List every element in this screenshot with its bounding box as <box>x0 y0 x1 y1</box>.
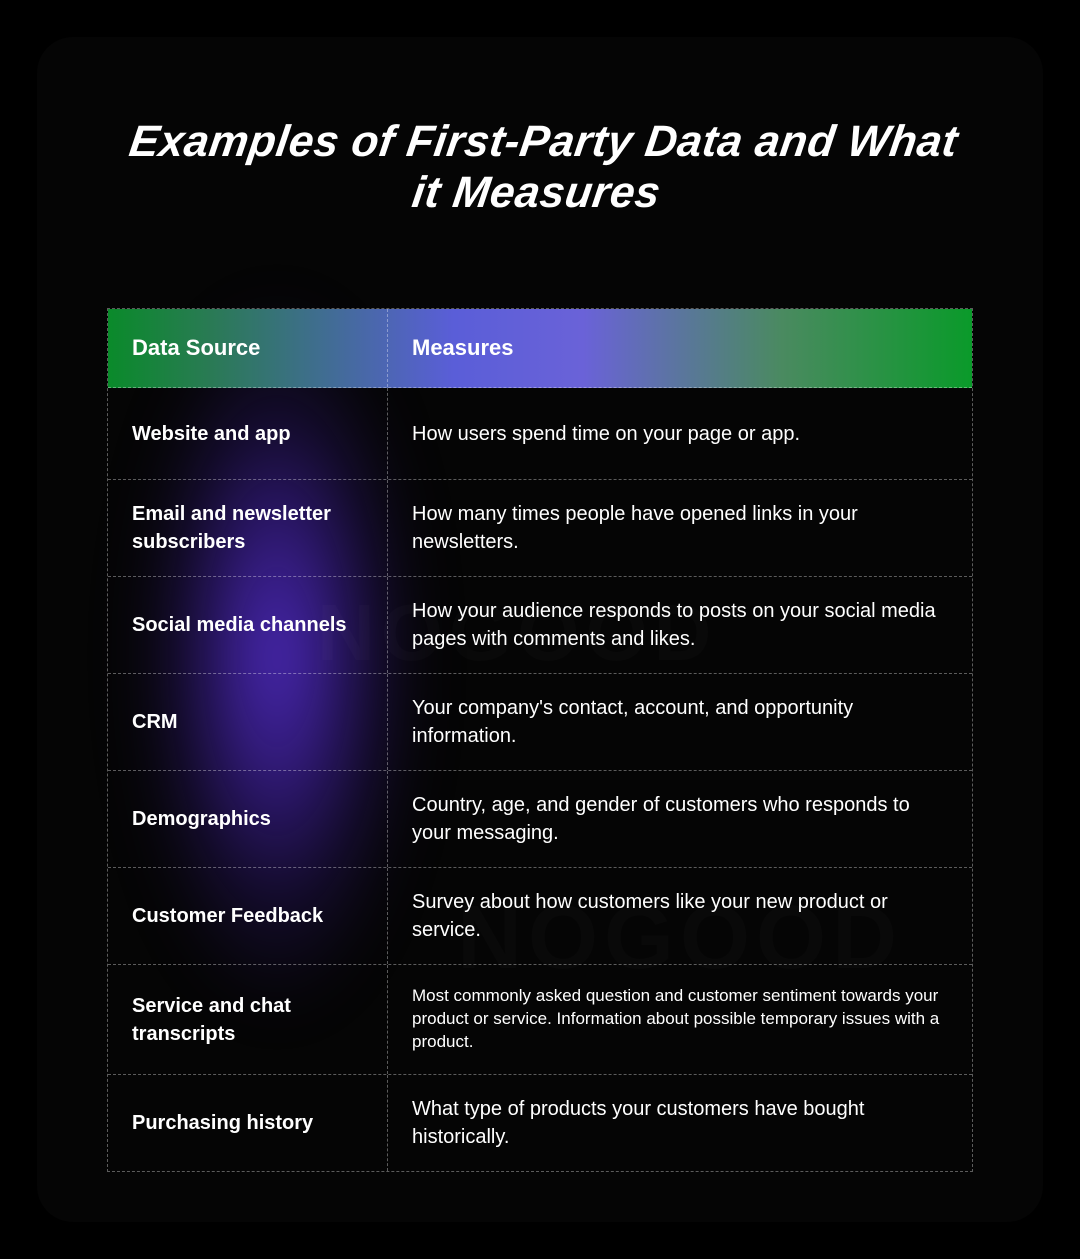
cell-source: Email and newsletter subscribers <box>108 480 388 576</box>
cell-source: Customer Feedback <box>108 868 388 964</box>
table-row: Purchasing history What type of products… <box>108 1075 972 1171</box>
cell-source: Social media channels <box>108 577 388 673</box>
cell-measures: What type of products your customers hav… <box>388 1075 972 1171</box>
column-header-source: Data Source <box>108 309 388 387</box>
cell-measures: Survey about how customers like your new… <box>388 868 972 964</box>
table-body: Website and app How users spend time on … <box>108 388 972 1171</box>
table-row: Service and chat transcripts Most common… <box>108 965 972 1075</box>
column-header-measures: Measures <box>388 309 972 387</box>
cell-measures: How your audience responds to posts on y… <box>388 577 972 673</box>
cell-measures: Most commonly asked question and custome… <box>388 965 972 1074</box>
infographic-card: NOGOOD NOGOOD Examples of First-Party Da… <box>37 37 1043 1222</box>
cell-source: CRM <box>108 674 388 770</box>
cell-measures: Your company's contact, account, and opp… <box>388 674 972 770</box>
cell-source: Website and app <box>108 388 388 479</box>
cell-measures: Country, age, and gender of customers wh… <box>388 771 972 867</box>
table-header-row: Data Source Measures <box>108 309 972 388</box>
cell-source: Demographics <box>108 771 388 867</box>
table-row: Demographics Country, age, and gender of… <box>108 771 972 868</box>
table-row: Email and newsletter subscribers How man… <box>108 480 972 577</box>
table-row: Social media channels How your audience … <box>108 577 972 674</box>
table-row: CRM Your company's contact, account, and… <box>108 674 972 771</box>
table-row: Website and app How users spend time on … <box>108 388 972 480</box>
cell-measures: How many times people have opened links … <box>388 480 972 576</box>
cell-source: Service and chat transcripts <box>108 965 388 1074</box>
cell-source: Purchasing history <box>108 1075 388 1171</box>
table-row: Customer Feedback Survey about how custo… <box>108 868 972 965</box>
data-table: Data Source Measures Website and app How… <box>107 308 973 1172</box>
page-title: Examples of First-Party Data and What it… <box>100 117 980 218</box>
cell-measures: How users spend time on your page or app… <box>388 388 972 479</box>
